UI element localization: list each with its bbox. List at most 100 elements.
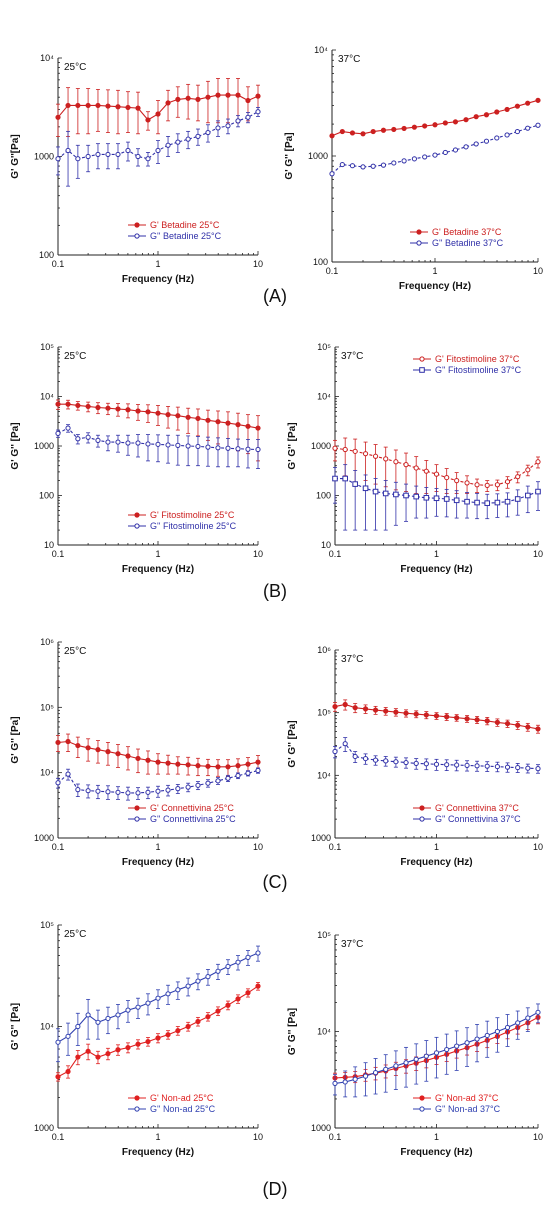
data-point (155, 147, 161, 154)
data-point (352, 1076, 358, 1082)
legend-marker (134, 805, 140, 811)
data-point (225, 775, 231, 781)
data-point (95, 102, 101, 109)
x-tick-label: 10 (253, 259, 263, 269)
series-line (331, 99, 539, 137)
y-tick-label: 1000 (34, 441, 54, 451)
data-point (535, 459, 541, 465)
data-point (423, 494, 430, 501)
legend-label: G' Betadine 25°C (150, 220, 220, 230)
data-point (401, 158, 407, 164)
data-point (55, 739, 61, 746)
series-g-double-prime (329, 122, 541, 177)
data-point (525, 100, 531, 106)
data-point (55, 401, 61, 407)
data-point (105, 151, 111, 158)
data-point (504, 106, 510, 113)
data-point (155, 441, 161, 447)
data-point (352, 753, 358, 760)
data-point (145, 1038, 151, 1045)
temperature-label: 25°C (64, 351, 86, 362)
data-point (535, 122, 541, 128)
data-point (352, 448, 358, 454)
temperature-label: 25°C (64, 646, 86, 657)
y-tick-label: 100 (39, 250, 54, 260)
x-axis-label: Frequency (Hz) (122, 857, 194, 868)
legend-label: G' Fitostimoline 25°C (150, 510, 235, 520)
data-point (494, 482, 500, 488)
data-point (515, 764, 521, 771)
data-point (115, 1047, 121, 1053)
data-point (362, 755, 369, 762)
data-point (195, 1018, 201, 1025)
data-point (55, 780, 61, 786)
data-point (383, 1066, 389, 1072)
data-point (403, 462, 409, 468)
data-point (403, 710, 409, 716)
data-point (332, 703, 338, 710)
data-point (95, 1019, 101, 1025)
y-tick-label: 10⁵ (40, 920, 54, 930)
data-point (225, 1002, 231, 1008)
data-point (145, 441, 151, 447)
data-point (535, 488, 541, 495)
data-point (235, 92, 241, 98)
data-point (145, 789, 151, 795)
data-point (332, 748, 338, 755)
data-point (105, 405, 111, 411)
x-tick-label: 1 (155, 842, 160, 852)
data-point (342, 1079, 348, 1085)
panel-label: (C) (263, 872, 288, 892)
data-point (504, 1024, 511, 1031)
data-point (504, 764, 511, 770)
x-tick-label: 10 (533, 549, 543, 559)
x-tick-label: 1 (432, 266, 437, 276)
data-point (95, 747, 101, 753)
data-point (484, 763, 490, 769)
x-tick-label: 0.1 (329, 1132, 342, 1142)
data-point (95, 1054, 101, 1060)
x-tick-label: 0.1 (52, 842, 65, 852)
data-point (225, 445, 231, 451)
data-point (105, 439, 111, 445)
data-point (370, 163, 376, 169)
x-tick-label: 0.1 (52, 549, 65, 559)
data-point (55, 156, 61, 162)
data-point (362, 706, 369, 712)
data-point (372, 757, 379, 763)
data-point (444, 1046, 450, 1053)
data-point (225, 420, 231, 426)
y-axis-label: G' G'' [Pa] (287, 422, 298, 469)
data-point (205, 780, 211, 786)
legend-marker (416, 229, 422, 235)
data-point (75, 1023, 81, 1030)
data-point (372, 488, 379, 495)
data-point (55, 430, 61, 436)
series-line (335, 478, 539, 504)
data-point (115, 789, 121, 795)
data-point (165, 142, 171, 148)
data-point (65, 102, 71, 109)
data-point (383, 456, 389, 462)
data-point (235, 763, 241, 769)
data-point (185, 762, 191, 768)
series-g-prime (55, 733, 261, 777)
data-point (535, 1009, 541, 1015)
data-point (245, 423, 251, 429)
data-point (125, 1044, 131, 1051)
data-point (155, 410, 161, 416)
data-point (175, 96, 181, 102)
data-point (225, 92, 231, 98)
data-point (115, 151, 121, 158)
temperature-label: 37°C (341, 939, 363, 950)
data-point (195, 443, 201, 450)
data-point (484, 500, 491, 506)
y-tick-label: 1000 (311, 1123, 331, 1133)
data-point (165, 760, 171, 766)
data-point (484, 1032, 490, 1039)
data-point (75, 156, 81, 162)
series-g-prime (332, 437, 541, 494)
data-point (95, 404, 101, 411)
temperature-label: 37°C (338, 54, 360, 65)
y-tick-label: 10⁵ (40, 702, 54, 712)
